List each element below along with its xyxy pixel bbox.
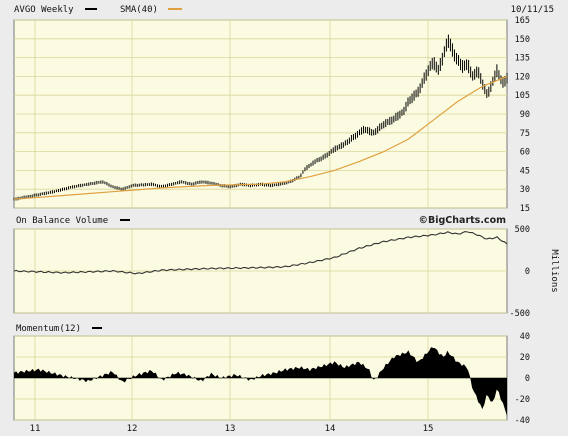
sma-line	[13, 75, 508, 200]
y-tick-label: 150	[515, 35, 530, 45]
y-tick-label: 120	[515, 72, 530, 82]
y-tick-label: 135	[515, 54, 530, 64]
x-tick-labels: 11 12 13 14 15	[30, 424, 434, 434]
y-tick-label: 90	[520, 110, 530, 120]
x-tick-label: 11	[30, 424, 41, 434]
x-tick-label: 12	[127, 424, 138, 434]
y-tick-label: 60	[520, 148, 530, 158]
y-tick-label: 20	[520, 353, 530, 363]
y-tick-label: -40	[515, 416, 530, 426]
obv-title: On Balance Volume	[16, 216, 108, 226]
y-tick-labels: 15 30 45 60 75 90 105 120 135 150 165 -500 0 500 -40 -2…	[510, 16, 530, 426]
y-tick-label: 30	[520, 185, 530, 195]
obv-line	[13, 231, 508, 275]
y-tick-label: 45	[520, 166, 530, 176]
momentum-title: Momentum(12)	[16, 324, 81, 334]
y-tick-label: -20	[515, 395, 530, 405]
y-tick-label: 0	[525, 267, 530, 277]
y-tick-label: 75	[520, 129, 530, 139]
y-tick-label: 0	[525, 374, 530, 384]
brand-watermark: ©BigCharts.com	[419, 215, 507, 226]
x-tick-label: 13	[225, 424, 236, 434]
y-tick-label: 500	[515, 225, 530, 235]
x-tick-label: 14	[325, 424, 336, 434]
y-tick-label: 105	[515, 91, 530, 101]
y-tick-label: 165	[515, 16, 530, 26]
sma-label: SMA(40)	[120, 5, 158, 15]
y-tick-label: 15	[520, 204, 530, 214]
chart-date: 10/11/15	[511, 5, 554, 15]
y-tick-label: -500	[510, 309, 530, 319]
x-tick-label: 15	[423, 424, 434, 434]
price-series	[13, 34, 508, 201]
obv-ylabel: Millions	[549, 249, 559, 292]
y-tick-label: 40	[520, 332, 530, 342]
ticker-label: AVGO Weekly	[14, 5, 74, 15]
